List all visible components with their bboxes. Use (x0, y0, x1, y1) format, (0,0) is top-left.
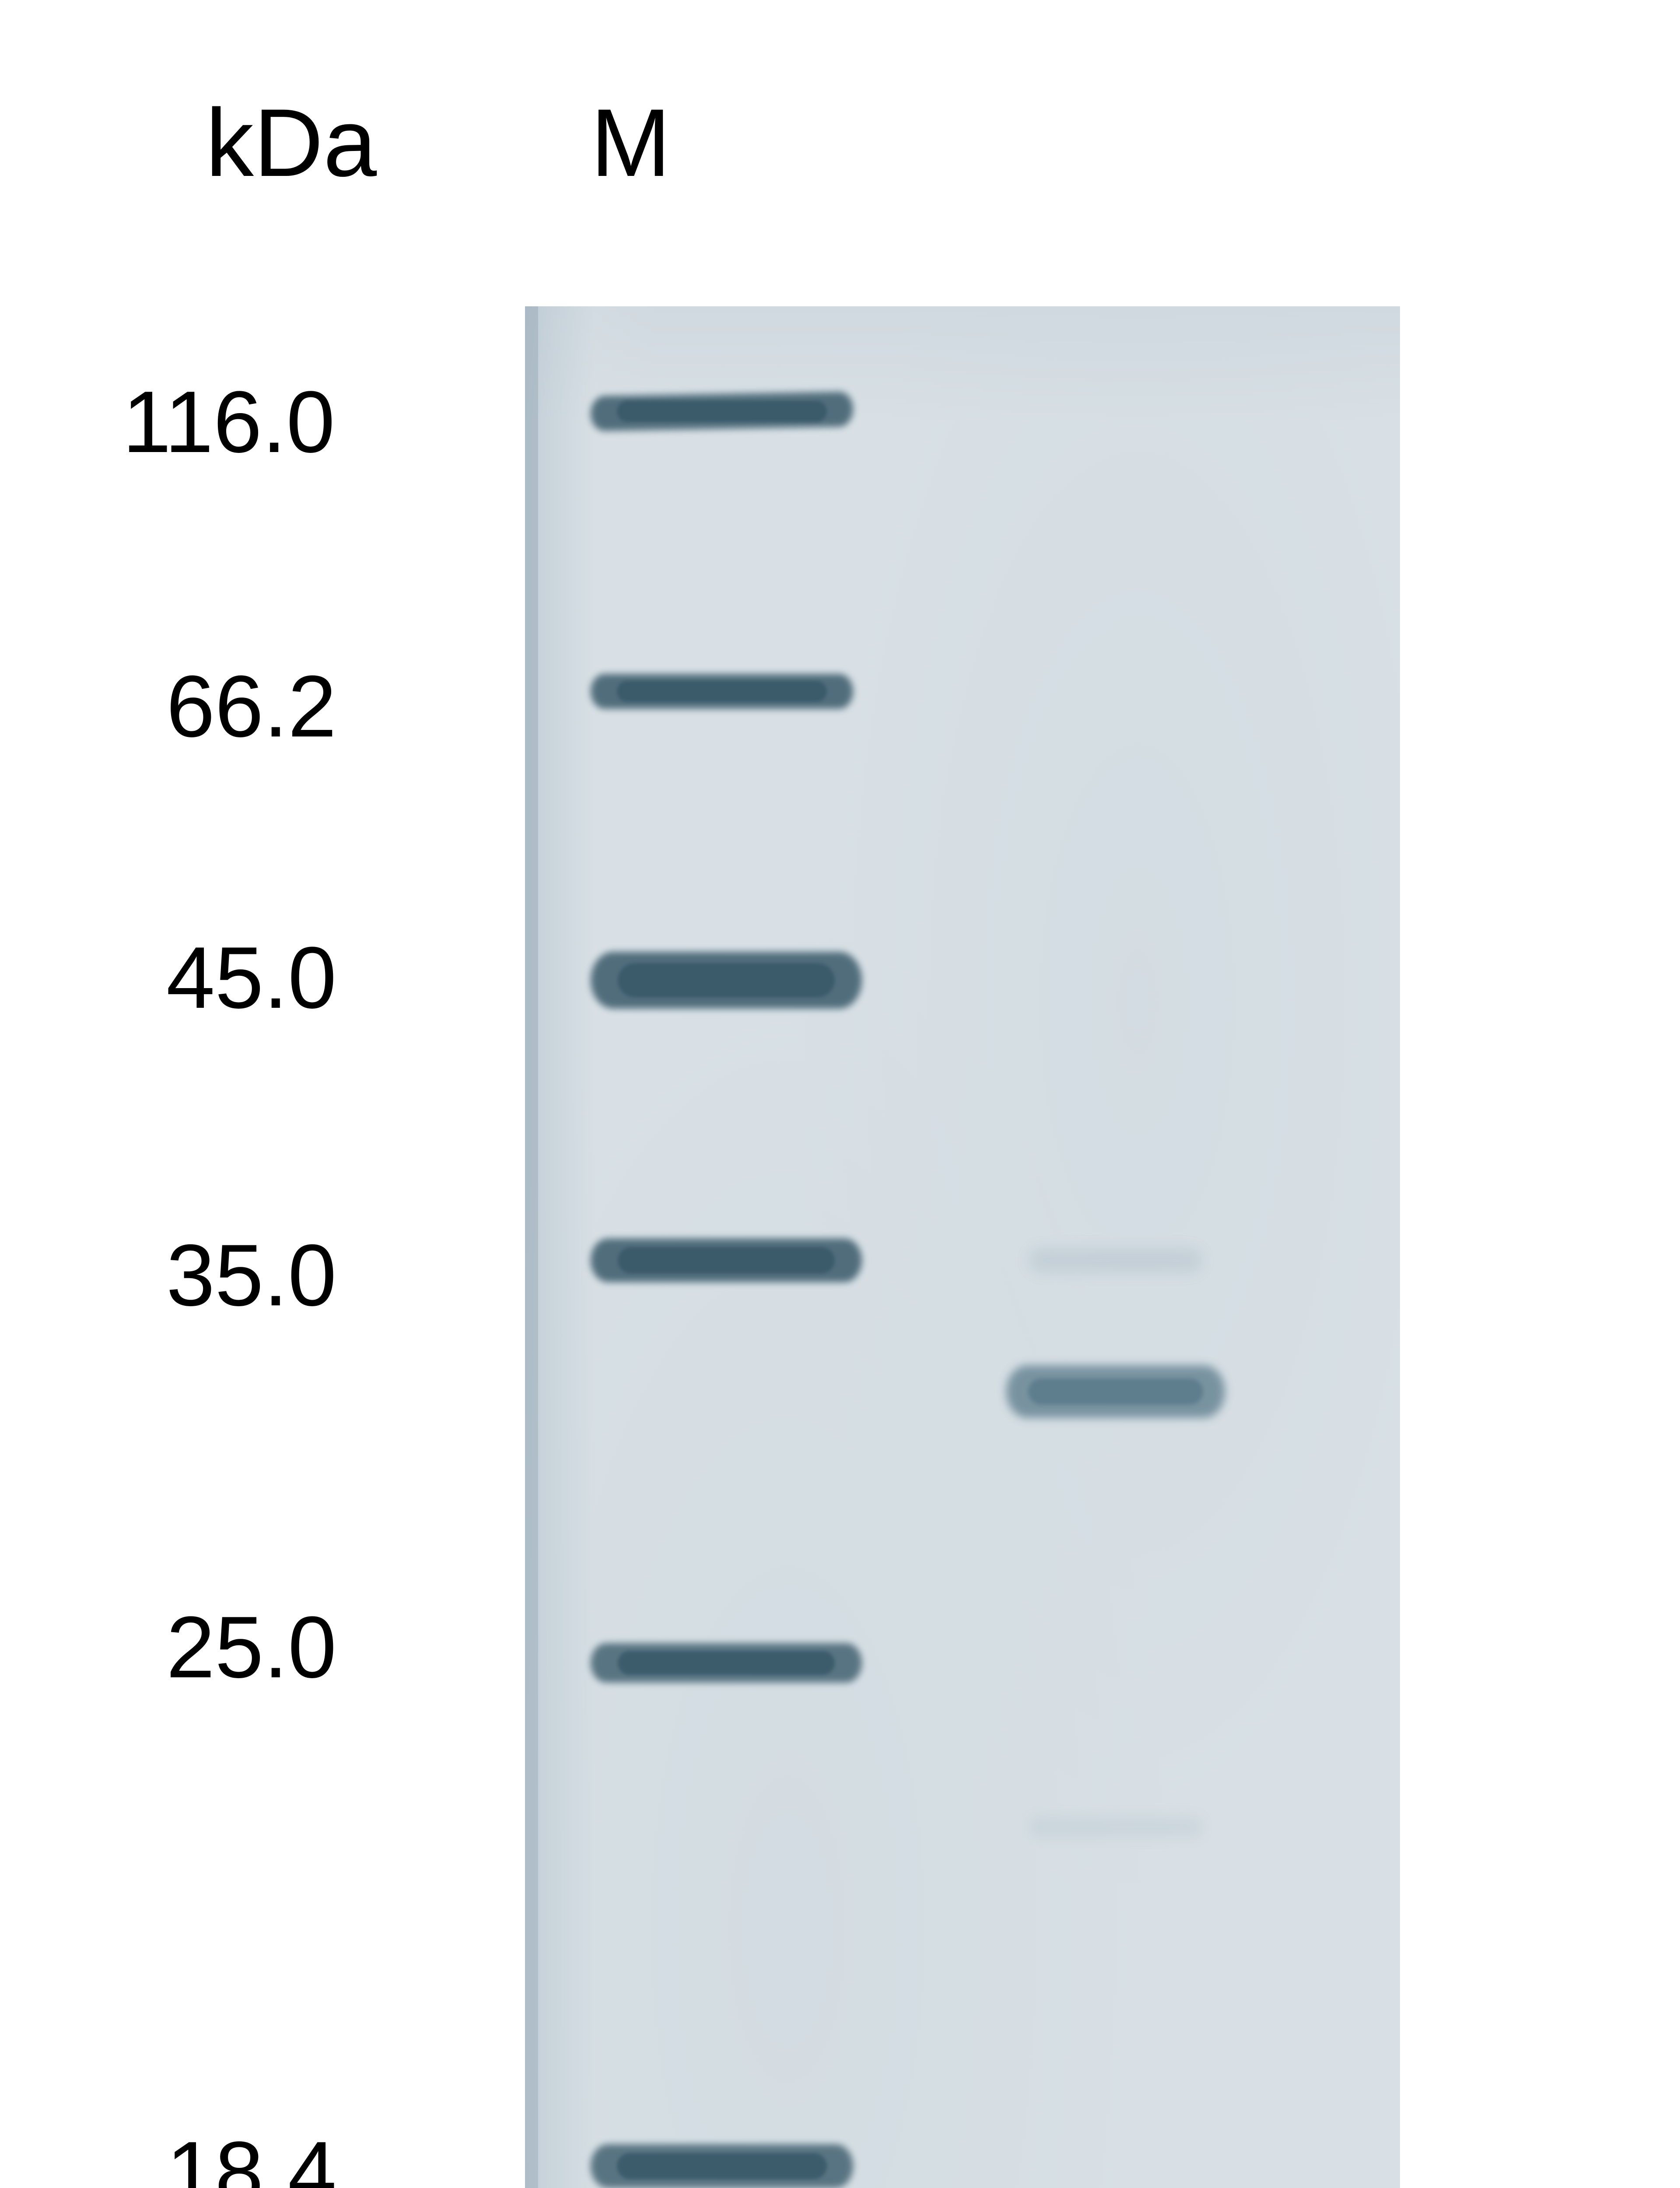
sample-band-core-0 (1028, 1378, 1203, 1405)
marker-band-core-0 (617, 401, 827, 422)
kda-header-label: kDa (206, 88, 377, 198)
marker-band-core-2 (618, 963, 835, 997)
mw-label-18-4: 18.4 (166, 2122, 336, 2188)
mw-label-66-2: 66.2 (166, 656, 336, 757)
mw-label-45-0: 45.0 (166, 928, 336, 1028)
mw-label-116-0: 116.0 (122, 372, 335, 473)
faint-smear-2 (1028, 1816, 1203, 1838)
marker-band-core-3 (618, 1247, 835, 1273)
gel-edge-left (525, 306, 538, 2188)
mw-label-25-0: 25.0 (166, 1597, 336, 1698)
gel-image-container: kDa M 116.066.245.035.025.018.414.4 (0, 0, 1680, 2188)
marker-header-label: M (591, 88, 671, 198)
faint-smear-1 (1028, 1247, 1203, 1273)
marker-band-core-4 (618, 1651, 835, 1675)
marker-band-core-5 (617, 2153, 827, 2179)
marker-band-core-1 (617, 681, 827, 702)
mw-label-35-0: 35.0 (166, 1225, 336, 1326)
